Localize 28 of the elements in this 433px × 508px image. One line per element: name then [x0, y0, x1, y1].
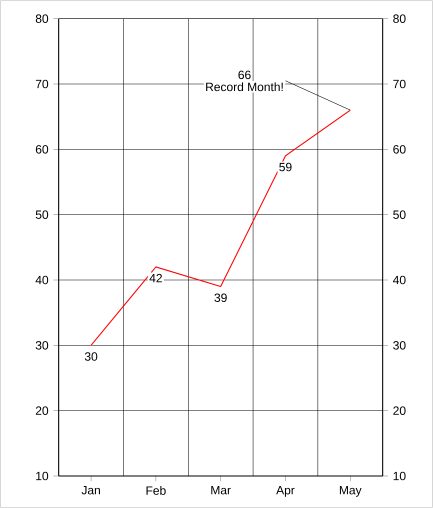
annotation: Record Month! [206, 82, 283, 92]
y2-tick-label: 80 [393, 14, 406, 23]
text: 59 [279, 162, 292, 172]
y-tick-label: 40 [36, 276, 48, 284]
y-tick-label: 20 [36, 406, 48, 415]
text: 39 [214, 293, 227, 302]
y-tick-label: 10 [36, 472, 48, 480]
y2-tick-label: 60 [393, 145, 406, 154]
x-tick-label: Jan [82, 486, 100, 494]
x-tick-label: Mar [211, 486, 231, 494]
y2-tick-label: 50 [393, 210, 406, 219]
y-tick-label: 60 [36, 145, 48, 154]
y2-tick-label: 20 [393, 406, 406, 415]
y-tick-label: 70 [36, 80, 48, 88]
y2-tick-label: 30 [393, 341, 406, 350]
x-tick-label: May [340, 486, 362, 497]
y2-tick-label: 10 [394, 472, 406, 480]
annotation: 66 [238, 70, 251, 80]
text: 30 [84, 352, 98, 361]
y2-tick-label: 40 [392, 276, 406, 284]
x-tick-label: Apr [276, 486, 295, 497]
line-series [90, 110, 351, 346]
text: 42 [149, 274, 162, 282]
y2-tick-label: 70 [393, 80, 406, 88]
y-tick-label: 30 [36, 341, 48, 350]
y-tick-label: 80 [36, 14, 48, 23]
x-tick-label: Feb [146, 486, 166, 495]
y-tick-label: 50 [36, 210, 48, 219]
